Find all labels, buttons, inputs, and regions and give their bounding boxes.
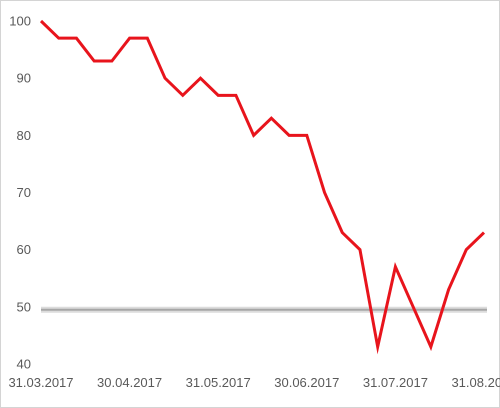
y-tick-label: 50 bbox=[17, 299, 31, 314]
x-tick-label: 30.04.2017 bbox=[97, 375, 162, 390]
series-line bbox=[39, 19, 486, 355]
x-tick-label: 31.07.2017 bbox=[363, 375, 428, 390]
y-tick-label: 60 bbox=[17, 242, 31, 257]
x-axis: 31.03.2017 30.04.2017 31.05.2017 30.06.2017… bbox=[8, 375, 500, 390]
y-axis: 40 50 60 70 80 90 100 bbox=[9, 14, 31, 372]
y-tick-label: 70 bbox=[17, 185, 31, 200]
x-tick-label: 30.06.2017 bbox=[274, 375, 339, 390]
y-tick-label: 80 bbox=[17, 128, 31, 143]
y-tick-label: 100 bbox=[9, 14, 31, 29]
y-tick-label: 90 bbox=[17, 71, 31, 86]
x-tick-label: 31.05.2017 bbox=[186, 375, 251, 390]
x-tick-label: 31.08.2017 bbox=[451, 375, 500, 390]
y-tick-label: 40 bbox=[17, 357, 31, 372]
x-tick-label: 31.03.2017 bbox=[8, 375, 73, 390]
series-group bbox=[39, 19, 486, 355]
